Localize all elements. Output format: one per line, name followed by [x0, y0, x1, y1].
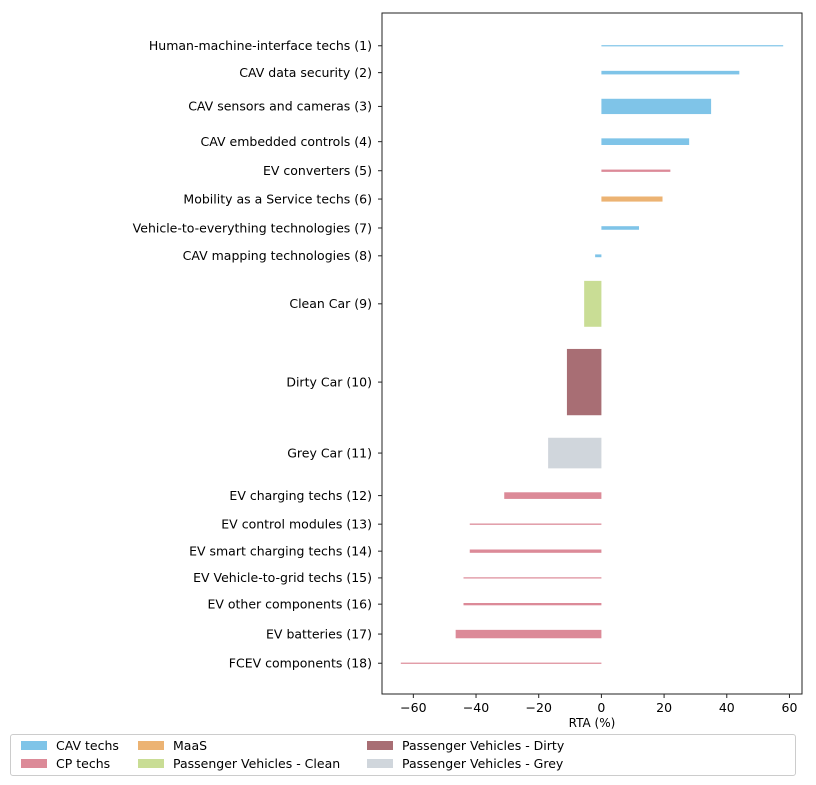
category-label-15: EV Vehicle-to-grid techs (15)	[193, 570, 372, 585]
category-label-7: Vehicle-to-everything technologies (7)	[133, 220, 372, 235]
bar-14	[469, 549, 602, 553]
bars-layer	[400, 45, 784, 664]
bar-15	[463, 577, 602, 579]
bar-11	[548, 437, 602, 469]
legend-label: Passenger Vehicles - Grey	[402, 756, 564, 771]
legend-item-3: MaaS	[138, 738, 207, 753]
bar-12	[504, 492, 602, 499]
x-tick-label-5: 20	[656, 700, 672, 715]
legend-item-1: CAV techs	[21, 738, 119, 753]
category-label-5: EV converters (5)	[263, 163, 372, 178]
category-label-4: CAV embedded controls (4)	[201, 134, 372, 149]
category-label-16: EV other components (16)	[207, 596, 372, 611]
legend-swatch	[138, 759, 164, 768]
x-axis-ticks: −60 −40 −20 0 20 40 60	[400, 694, 797, 715]
category-label-11: Grey Car (11)	[287, 445, 372, 460]
legend-item-2: CP techs	[21, 756, 110, 771]
category-label-3: CAV sensors and cameras (3)	[188, 99, 372, 114]
category-label-12: EV charging techs (12)	[229, 488, 372, 503]
legend-swatch	[367, 741, 393, 750]
category-label-18: FCEV components (18)	[229, 656, 372, 671]
bar-17	[455, 629, 602, 639]
bar-9	[584, 280, 602, 327]
category-label-1: Human-machine-interface techs (1)	[149, 38, 372, 53]
legend-label: MaaS	[173, 738, 208, 753]
legend-item-4: Passenger Vehicles - Clean	[138, 756, 340, 771]
x-tick-label-6: 40	[719, 700, 735, 715]
legend-item-6: Passenger Vehicles - Grey	[367, 756, 563, 771]
legend-label: Passenger Vehicles - Clean	[173, 756, 341, 771]
bar-7	[601, 226, 640, 230]
legend-item-5: Passenger Vehicles - Dirty	[367, 738, 564, 753]
bar-6	[601, 196, 663, 202]
bar-4	[601, 138, 690, 145]
bar-2	[601, 70, 740, 75]
category-label-8: CAV mapping technologies (8)	[183, 248, 372, 263]
bar-13	[469, 523, 602, 525]
x-tick-label-4: 0	[597, 700, 605, 715]
bar-16	[463, 603, 602, 606]
legend-swatch	[138, 741, 164, 750]
bar-18	[400, 662, 602, 664]
category-label-13: EV control modules (13)	[221, 516, 372, 531]
category-labels: Human-machine-interface techs (1) CAV dat…	[133, 38, 382, 671]
plot-frame	[381, 12, 803, 695]
legend-label: CAV techs	[56, 738, 119, 753]
bar-5	[601, 169, 671, 172]
x-tick-label-3: −20	[526, 700, 552, 715]
x-tick-label-2: −40	[463, 700, 489, 715]
legend-swatch	[21, 759, 47, 768]
bar-3	[601, 98, 712, 115]
legend-label: CP techs	[56, 756, 111, 771]
bar-chart: Human-machine-interface techs (1) CAV dat…	[133, 12, 803, 730]
category-label-6: Mobility as a Service techs (6)	[183, 191, 372, 206]
x-tick-label-7: 60	[782, 700, 798, 715]
x-axis-label: RTA (%)	[569, 716, 616, 730]
category-label-17: EV batteries (17)	[266, 626, 372, 641]
x-tick-label-1: −60	[400, 700, 426, 715]
category-label-10: Dirty Car (10)	[286, 374, 372, 389]
category-label-9: Clean Car (9)	[289, 296, 372, 311]
bar-1	[601, 45, 784, 47]
bar-10	[566, 348, 602, 416]
legend-label: Passenger Vehicles - Dirty	[402, 738, 565, 753]
legend-swatch	[367, 759, 393, 768]
bar-8	[595, 254, 602, 258]
legend-swatch	[21, 741, 47, 750]
legend: CAV techs CP techs MaaS Passenger Vehicles …	[10, 734, 796, 776]
category-label-14: EV smart charging techs (14)	[189, 543, 372, 558]
category-label-2: CAV data security (2)	[239, 65, 372, 80]
